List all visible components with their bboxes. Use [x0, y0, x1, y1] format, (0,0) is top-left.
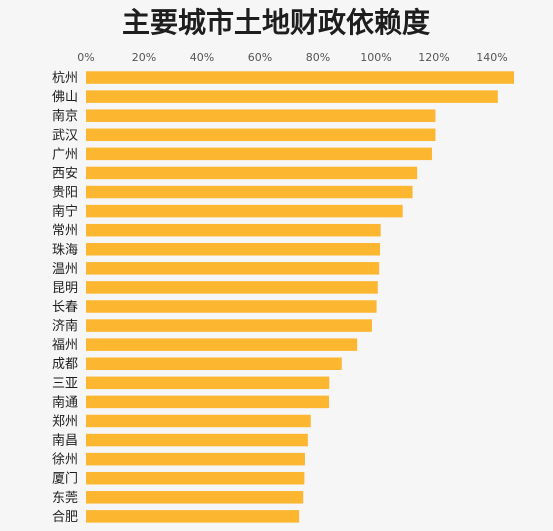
category-label: 厦门: [52, 472, 78, 487]
bar: [86, 319, 372, 332]
category-label: 南宁: [52, 204, 78, 220]
category-label: 杭州: [52, 71, 78, 86]
category-label: 成都: [52, 357, 78, 372]
bar: [86, 376, 330, 390]
bar: [86, 90, 498, 103]
category-label: 南昌: [52, 433, 78, 449]
category-label: 三亚: [52, 376, 78, 391]
bars: [86, 71, 515, 523]
bar: [86, 338, 358, 351]
category-label: 济南: [52, 318, 78, 334]
x-tick-label: 0%: [77, 51, 94, 64]
bar: [86, 109, 436, 122]
bar: [86, 491, 304, 504]
x-tick-label: 120%: [418, 51, 449, 64]
category-label: 广州: [52, 147, 78, 162]
category-label: 长春: [52, 300, 78, 315]
x-axis-ticks: 0% 20% 40% 60% 80% 100% 120% 140%: [77, 51, 507, 64]
category-label: 南通: [52, 394, 78, 410]
category-label: 西安: [52, 166, 78, 181]
bar: [86, 395, 330, 409]
bar: [86, 166, 418, 180]
bar: [86, 300, 377, 313]
category-label: 合肥: [52, 510, 78, 525]
bar: [86, 243, 381, 256]
bar: [86, 433, 308, 447]
x-tick-label: 40%: [190, 51, 214, 64]
category-label: 徐州: [52, 453, 78, 468]
bar: [86, 414, 311, 428]
bar: [86, 147, 432, 161]
bar: [86, 357, 342, 370]
category-label: 武汉: [52, 128, 78, 143]
category-label: 昆明: [52, 281, 78, 296]
bar: [86, 452, 305, 466]
category-label: 福州: [52, 338, 78, 353]
bar: [86, 223, 381, 237]
bar: [86, 281, 378, 294]
x-tick-label: 100%: [360, 51, 391, 64]
x-tick-label: 60%: [248, 51, 272, 64]
category-label: 常州: [52, 224, 78, 239]
bar: [86, 204, 403, 218]
category-label: 郑州: [52, 414, 78, 429]
bar: [86, 71, 515, 84]
chart-title: 主要城市土地财政依赖度: [122, 6, 430, 39]
category-label: 贵阳: [52, 186, 78, 201]
bar: [86, 262, 380, 275]
category-label: 温州: [52, 262, 78, 277]
bar: [86, 185, 413, 199]
bar: [86, 510, 300, 523]
x-tick-label: 80%: [306, 51, 330, 64]
category-labels: 杭州佛山南京武汉广州西安贵阳南宁常州珠海温州昆明长春济南福州成都三亚南通郑州南昌…: [52, 71, 78, 525]
bar: [86, 128, 436, 142]
x-tick-label: 20%: [132, 51, 156, 64]
x-tick-label: 140%: [476, 51, 507, 64]
category-label: 珠海: [52, 243, 78, 258]
category-label: 东莞: [52, 491, 78, 506]
category-label: 南京: [52, 108, 78, 124]
category-label: 佛山: [52, 90, 78, 105]
bar: [86, 471, 305, 485]
